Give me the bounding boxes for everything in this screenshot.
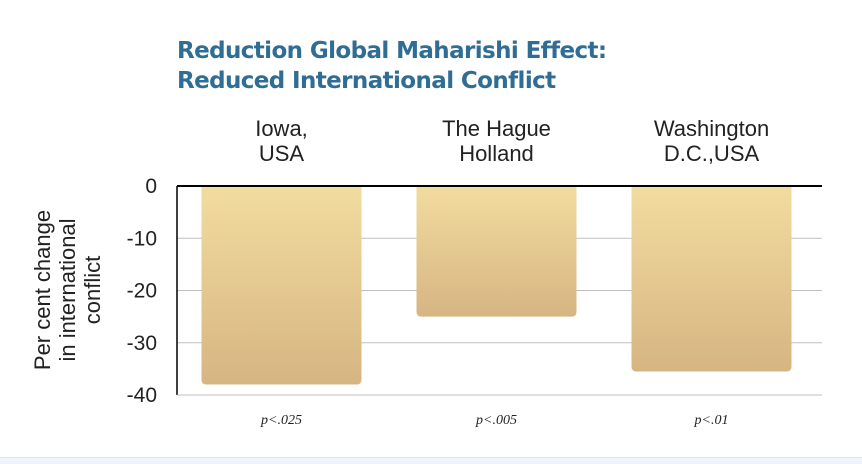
category-label-line: Washington	[654, 116, 769, 141]
category-label: Iowa, USA	[255, 116, 308, 166]
bars	[201, 186, 792, 385]
y-tick-labels: 0 -10 -20 -30 -40	[127, 175, 157, 407]
category-label: Washington D.C.,USA	[654, 116, 769, 166]
p-value-label: p<.025	[260, 413, 302, 428]
category-label: The Hague Holland	[442, 116, 551, 166]
y-tick-label: -10	[127, 227, 157, 250]
y-axis-label-line: in international	[55, 218, 80, 361]
y-axis-label-line: conflict	[80, 256, 105, 324]
y-tick-label: -40	[127, 384, 157, 407]
category-label-line: The Hague	[442, 116, 551, 141]
category-label-line: D.C.,USA	[664, 141, 760, 166]
y-tick-label: 0	[145, 175, 157, 198]
bottom-divider	[0, 457, 862, 464]
y-axis-label-line: Per cent change	[30, 210, 55, 370]
y-axis-label: Per cent changein internationalconflict	[30, 210, 105, 370]
chart-title-line-2: Reduced International Conflict	[177, 68, 556, 94]
category-label-line: USA	[259, 141, 305, 166]
p-value-label: p<.005	[475, 413, 517, 428]
y-tick-label: -30	[127, 332, 157, 355]
chart-title-line-1: Reduction Global Maharishi Effect:	[177, 38, 607, 64]
y-tick-label: -20	[127, 280, 157, 303]
significance-labels: p<.025 p<.005 p<.01	[260, 413, 728, 428]
category-label-line: Holland	[459, 141, 534, 166]
chart-title: Reduction Global Maharishi Effect: Reduc…	[177, 36, 607, 96]
y-axis-label: Per cent changein internationalconflict	[30, 210, 105, 370]
category-labels: Iowa, USA The Hague Holland Washington D.C.,U…	[255, 116, 769, 166]
category-label-line: Iowa,	[255, 116, 308, 141]
bar	[416, 186, 577, 317]
bar	[631, 186, 792, 372]
bar	[201, 186, 362, 385]
p-value-label: p<.01	[694, 413, 729, 428]
axes	[176, 185, 822, 396]
